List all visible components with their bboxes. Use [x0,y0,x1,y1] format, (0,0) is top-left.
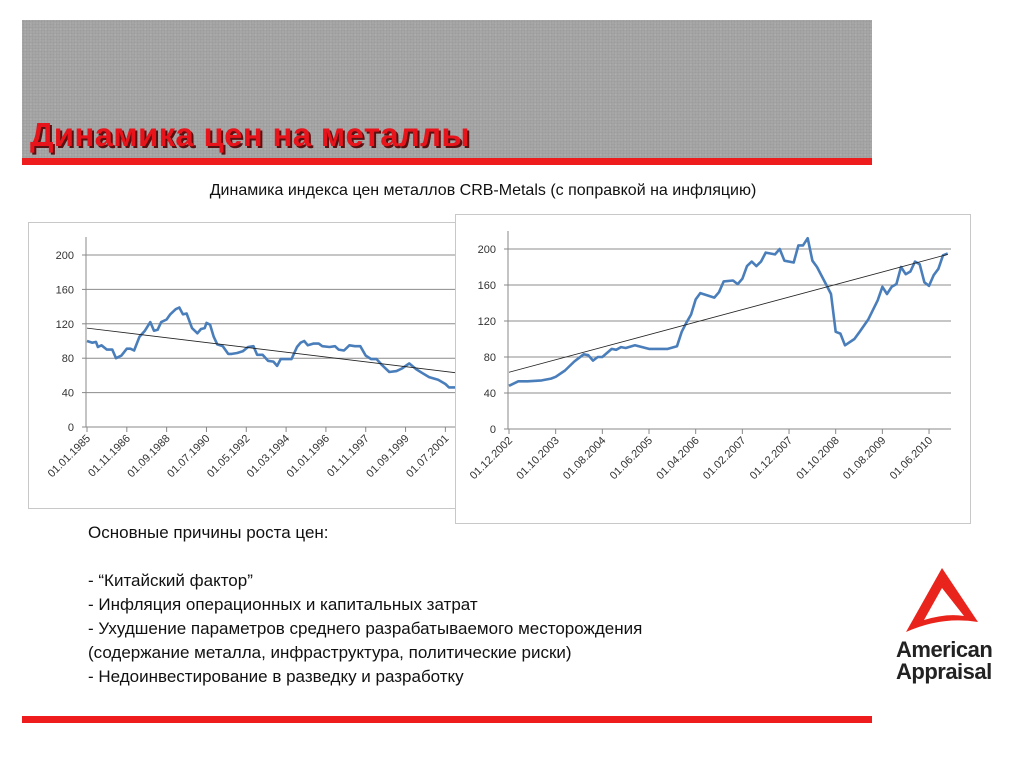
reason-item: - Инфляция операционных и капитальных за… [88,595,478,614]
x-tick-label: 01.12.2002 [468,435,515,482]
reason-item: - “Китайский фактор” [88,571,253,590]
american-appraisal-logo: American Appraisal [896,566,1008,683]
y-tick-label: 80 [62,353,74,365]
reasons-text: Основные причины роста цен: - “Китайский… [88,521,642,689]
y-tick-label: 120 [56,319,74,331]
x-tick-label: 01.02.2007 [701,435,748,482]
y-tick-label: 0 [68,422,74,434]
red-triangle-logo-icon [906,568,978,632]
slide-title: Динамика цен на металлы [30,116,470,153]
x-tick-label: 01.01.1985 [46,433,93,480]
header-banner [22,20,872,158]
x-tick-label: 01.01.1996 [285,433,332,480]
x-tick-label: 01.07.2001 [404,433,451,480]
series-line [86,306,457,389]
y-tick-label: 40 [484,388,496,400]
y-tick-label: 0 [490,424,496,436]
reason-item: - Ухудшение параметров среднего разрабат… [88,619,643,638]
x-tick-label: 01.06.2005 [608,435,655,482]
x-tick-label: 01.10.2008 [794,435,841,482]
reason-item: - Недоинвестирование в разведку и разраб… [88,667,464,686]
x-tick-label: 01.12.2007 [748,435,795,482]
trendline [508,254,948,373]
logo-line1: American [896,637,993,662]
trendline [86,327,457,374]
y-tick-label: 200 [478,244,496,256]
y-tick-label: 200 [56,250,74,262]
header-red-bar [22,158,872,165]
reasons-heading: Основные причины роста цен: [88,523,329,542]
y-tick-label: 120 [478,316,496,328]
chart-2002-2010: 0 40 80 120 160 200 01.12.2002 01.10.2003 01.08.… [455,214,971,524]
x-tick-label: 01.06.2010 [888,435,935,482]
chart-1985-2001: 0 40 80 120 160 200 01.01.1985 01.11.1986 01.09.… [28,222,459,509]
y-tick-label: 160 [56,284,74,296]
chart-1985-2001-svg: 0408012016020001.01.198501.11.198601.09.… [46,237,457,480]
slide-subtitle: Динамика индекса цен металлов CRB-Metals… [209,182,757,199]
x-tick-label: 01.10.2003 [514,435,561,482]
x-tick-label: 01.04.2006 [654,435,701,482]
series-line [508,236,949,387]
y-tick-label: 80 [484,352,496,364]
y-tick-label: 160 [478,280,496,292]
y-tick-label: 40 [62,388,74,400]
x-tick-label: 01.08.2004 [561,435,608,482]
x-tick-label: 01.08.2009 [841,435,888,482]
footer-red-bar [22,716,872,723]
reason-item: (содержание металла, инфраструктура, пол… [88,643,572,662]
logo-line2: Appraisal [896,659,992,684]
